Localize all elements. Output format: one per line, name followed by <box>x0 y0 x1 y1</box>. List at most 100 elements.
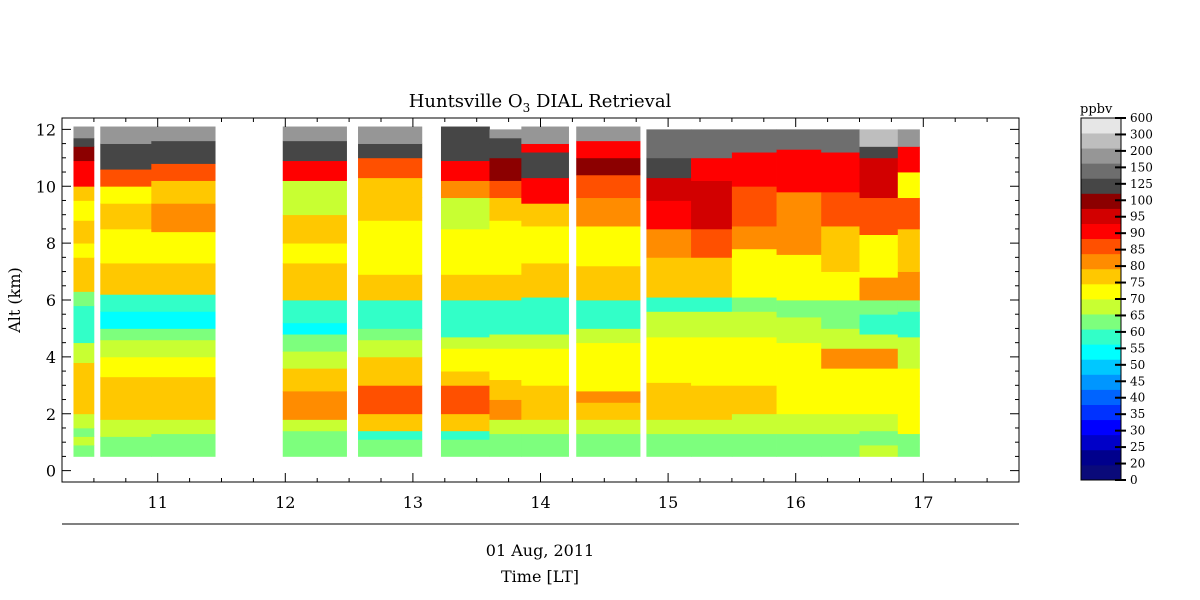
profile-column-4 <box>282 126 347 457</box>
y-axis-label: Alt (km) <box>5 267 24 334</box>
profile-column-15 <box>859 129 899 457</box>
ozone-layer <box>646 382 692 420</box>
ozone-layer <box>151 231 216 264</box>
colorbar-swatch <box>1081 253 1121 270</box>
ozone-layer <box>73 362 95 415</box>
ozone-layer <box>776 342 822 415</box>
ozone-profiles <box>73 126 920 457</box>
ozone-layer <box>821 226 860 272</box>
colorbar-swatch <box>1081 193 1121 209</box>
colorbar-tick-label: 40 <box>1130 391 1145 405</box>
ozone-layer <box>73 220 95 244</box>
ozone-layer <box>151 311 216 329</box>
ozone-layer <box>859 234 899 278</box>
ozone-layer <box>73 445 95 457</box>
x-tick-label: 13 <box>403 493 423 512</box>
ozone-layer <box>73 291 95 307</box>
ozone-layer <box>73 436 95 446</box>
ozone-layer <box>859 300 899 315</box>
ozone-layer <box>358 356 423 386</box>
ozone-layer <box>282 368 347 392</box>
colorbar-swatch <box>1081 329 1121 345</box>
ozone-layer <box>151 339 216 358</box>
ozone-layer <box>521 385 569 420</box>
colorbar-swatch <box>1081 359 1121 375</box>
ozone-layer <box>691 336 733 386</box>
colorbar-tick-label: 60 <box>1130 325 1145 339</box>
ozone-layer <box>489 157 522 181</box>
colorbar-swatch <box>1081 299 1121 315</box>
ozone-layer <box>489 433 522 457</box>
colorbar-tick-label: 100 <box>1130 193 1153 207</box>
ozone-layer <box>776 191 822 227</box>
ozone-layer <box>73 243 95 258</box>
colorbar-tick-label: 55 <box>1130 341 1145 355</box>
ozone-layer <box>821 368 860 415</box>
ozone-layer <box>100 339 152 358</box>
ozone-layer <box>100 356 152 378</box>
ozone-layer <box>821 328 860 349</box>
ozone-layer <box>151 126 216 142</box>
ozone-layer <box>100 203 152 230</box>
ozone-layer <box>521 143 569 153</box>
ozone-layer <box>151 356 216 378</box>
ozone-layer <box>282 300 347 324</box>
colorbar-tick-label: 200 <box>1130 144 1153 158</box>
ozone-layer <box>489 348 522 381</box>
ozone-layer <box>151 180 216 204</box>
ozone-layer <box>440 126 490 144</box>
ozone-layer <box>489 129 522 139</box>
ozone-layer <box>646 157 692 179</box>
ozone-layer <box>731 311 777 338</box>
y-tick-label: 10 <box>36 177 56 196</box>
x-tick-label: 14 <box>530 493 550 512</box>
ozone-layer <box>691 433 733 457</box>
ozone-layer <box>358 177 423 199</box>
ozone-layer <box>731 152 777 187</box>
ozone-layer <box>358 430 423 440</box>
ozone-layer <box>521 152 569 179</box>
ozone-layer <box>440 160 490 181</box>
colorbar-tick-label: 0 <box>1130 473 1138 487</box>
profile-column-2 <box>100 126 152 457</box>
ozone-layer <box>897 129 920 147</box>
ozone-layer <box>897 300 920 312</box>
ozone-layer <box>282 322 347 335</box>
ozone-layer <box>691 385 733 420</box>
ozone-layer <box>576 342 641 392</box>
ozone-layer <box>73 413 95 429</box>
colorbar-swatch <box>1081 163 1121 179</box>
ozone-layer <box>521 348 569 386</box>
ozone-layer <box>358 339 423 358</box>
ozone-layer <box>731 413 777 435</box>
colorbar-unit-label: ppbv <box>1080 102 1113 117</box>
colorbar-swatch <box>1081 268 1121 285</box>
profile-column-9 <box>576 126 641 457</box>
ozone-layer <box>282 334 347 352</box>
colorbar-swatch <box>1081 238 1121 255</box>
ozone-layer <box>691 228 733 258</box>
ozone-layer <box>100 143 152 170</box>
ozone-layer <box>897 311 920 338</box>
x-tick-label: 16 <box>786 493 806 512</box>
ozone-layer <box>358 126 423 144</box>
ozone-layer <box>897 228 920 272</box>
ozone-layer <box>358 157 423 179</box>
ozone-layer <box>691 257 733 298</box>
ozone-layer <box>731 226 777 250</box>
ozone-layer <box>776 226 822 255</box>
ozone-layer <box>731 248 777 298</box>
ozone-layer <box>576 433 641 457</box>
ozone-layer <box>731 336 777 386</box>
ozone-layer <box>821 300 860 329</box>
ozone-layer <box>776 317 822 344</box>
ozone-layer <box>521 126 569 144</box>
ozone-layer <box>897 197 920 230</box>
colorbar-swatch <box>1081 419 1121 436</box>
profile-column-16 <box>897 129 920 457</box>
ozone-layer <box>489 300 522 335</box>
ozone-layer <box>440 197 490 230</box>
ozone-layer <box>776 433 822 457</box>
ozone-layer <box>489 379 522 400</box>
ozone-layer <box>646 129 692 159</box>
